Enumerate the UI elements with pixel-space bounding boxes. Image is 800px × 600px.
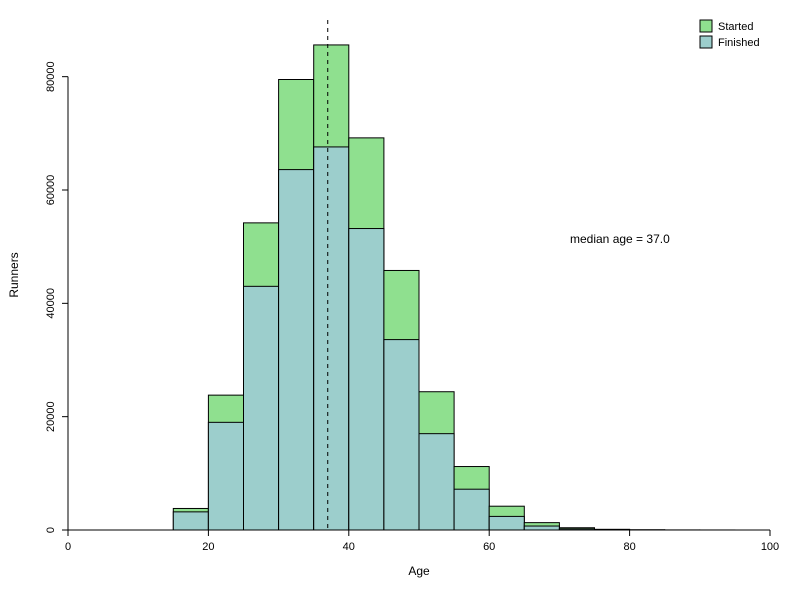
y-tick-label: 80000	[45, 61, 57, 92]
median-annotation: median age = 37.0	[570, 232, 670, 246]
bar-finished	[419, 434, 454, 530]
y-tick-label: 40000	[45, 288, 57, 319]
y-axis-label: Runners	[7, 252, 21, 297]
bar-finished	[208, 422, 243, 530]
bar-finished	[244, 286, 279, 530]
bar-finished	[349, 229, 384, 530]
bar-finished	[173, 512, 208, 530]
x-axis-label: Age	[408, 564, 430, 578]
legend-swatch	[700, 36, 712, 48]
legend-label: Started	[718, 21, 753, 33]
x-tick-label: 20	[202, 541, 214, 553]
bar-finished	[489, 516, 524, 530]
y-tick-label: 0	[45, 527, 57, 533]
bar-finished	[524, 526, 559, 530]
bar-finished	[279, 170, 314, 530]
y-tick-label: 60000	[45, 175, 57, 206]
x-tick-label: 0	[65, 541, 71, 553]
x-tick-label: 100	[761, 541, 779, 553]
legend-label: Finished	[718, 37, 760, 49]
bar-finished	[314, 147, 349, 530]
y-tick-label: 20000	[45, 401, 57, 432]
x-tick-label: 80	[623, 541, 635, 553]
bar-finished	[384, 340, 419, 530]
x-tick-label: 60	[483, 541, 495, 553]
histogram-chart: 0 20 40 60 80 100 0 20000 40000 60000 80000 Age Runn…	[0, 0, 800, 600]
bar-finished	[454, 489, 489, 530]
x-tick-label: 40	[343, 541, 355, 553]
legend-swatch	[700, 20, 712, 32]
